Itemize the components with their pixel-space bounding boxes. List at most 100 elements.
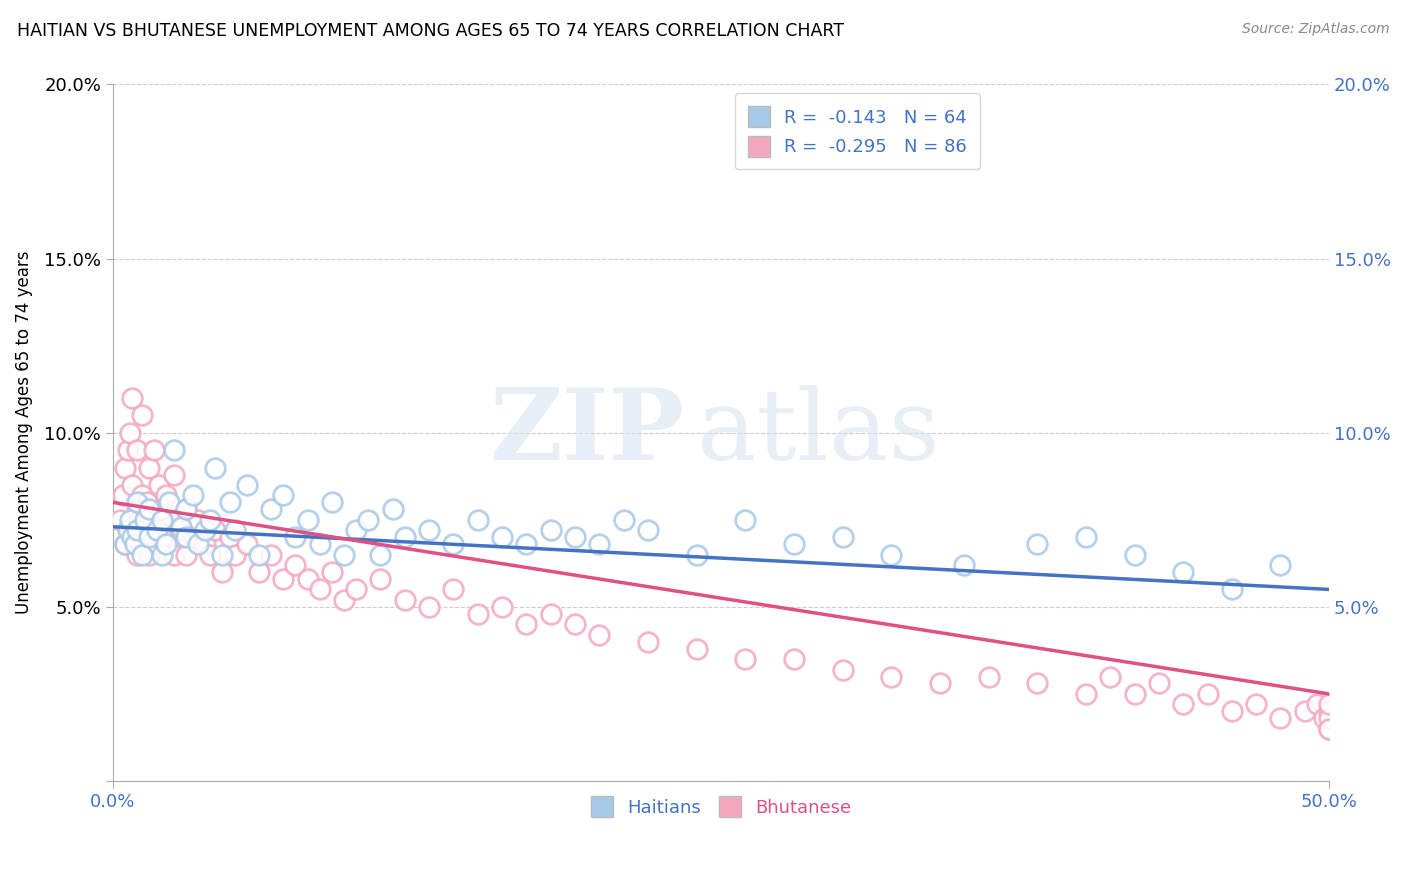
- Text: HAITIAN VS BHUTANESE UNEMPLOYMENT AMONG AGES 65 TO 74 YEARS CORRELATION CHART: HAITIAN VS BHUTANESE UNEMPLOYMENT AMONG …: [17, 22, 844, 40]
- Point: [467, 607, 489, 621]
- Point: [588, 628, 610, 642]
- Point: [174, 502, 197, 516]
- Point: [200, 548, 222, 562]
- Point: [321, 495, 343, 509]
- Point: [831, 530, 853, 544]
- Point: [150, 530, 173, 544]
- Point: [194, 537, 217, 551]
- Point: [1173, 565, 1195, 579]
- Point: [1270, 558, 1292, 572]
- Point: [127, 523, 149, 537]
- Point: [117, 443, 139, 458]
- Point: [1317, 722, 1340, 736]
- Point: [121, 478, 143, 492]
- Point: [783, 537, 806, 551]
- Point: [134, 530, 156, 544]
- Point: [260, 502, 283, 516]
- Point: [211, 548, 233, 562]
- Point: [187, 513, 209, 527]
- Point: [1244, 698, 1267, 712]
- Point: [200, 513, 222, 527]
- Point: [224, 548, 246, 562]
- Point: [394, 593, 416, 607]
- Point: [381, 502, 404, 516]
- Point: [131, 488, 153, 502]
- Point: [204, 523, 226, 537]
- Point: [111, 488, 134, 502]
- Point: [686, 641, 709, 656]
- Point: [194, 523, 217, 537]
- Point: [127, 502, 149, 516]
- Point: [1147, 676, 1170, 690]
- Point: [271, 488, 294, 502]
- Point: [734, 652, 756, 666]
- Point: [929, 676, 952, 690]
- Point: [124, 537, 146, 551]
- Point: [127, 495, 149, 509]
- Point: [157, 495, 180, 509]
- Point: [1313, 711, 1336, 725]
- Point: [138, 530, 160, 544]
- Point: [783, 652, 806, 666]
- Point: [1306, 698, 1329, 712]
- Point: [114, 460, 136, 475]
- Point: [977, 669, 1000, 683]
- Point: [515, 617, 537, 632]
- Point: [321, 565, 343, 579]
- Point: [1197, 687, 1219, 701]
- Point: [297, 513, 319, 527]
- Point: [131, 409, 153, 423]
- Y-axis label: Unemployment Among Ages 65 to 74 years: Unemployment Among Ages 65 to 74 years: [15, 251, 32, 615]
- Point: [880, 548, 903, 562]
- Point: [344, 523, 367, 537]
- Point: [1317, 698, 1340, 712]
- Point: [110, 513, 132, 527]
- Text: Source: ZipAtlas.com: Source: ZipAtlas.com: [1241, 22, 1389, 37]
- Point: [124, 530, 146, 544]
- Point: [284, 530, 307, 544]
- Point: [297, 572, 319, 586]
- Point: [686, 548, 709, 562]
- Point: [218, 495, 240, 509]
- Point: [1074, 530, 1097, 544]
- Point: [1317, 711, 1340, 725]
- Point: [211, 565, 233, 579]
- Point: [613, 513, 636, 527]
- Point: [1026, 537, 1049, 551]
- Point: [150, 513, 173, 527]
- Point: [637, 523, 659, 537]
- Point: [114, 537, 136, 551]
- Point: [141, 513, 163, 527]
- Point: [138, 502, 160, 516]
- Point: [187, 537, 209, 551]
- Point: [564, 617, 586, 632]
- Point: [540, 607, 562, 621]
- Point: [163, 443, 186, 458]
- Legend: Haitians, Bhutanese: Haitians, Bhutanese: [583, 789, 858, 824]
- Point: [880, 669, 903, 683]
- Point: [143, 443, 166, 458]
- Point: [467, 513, 489, 527]
- Point: [831, 663, 853, 677]
- Point: [155, 537, 177, 551]
- Point: [181, 530, 204, 544]
- Point: [588, 537, 610, 551]
- Point: [443, 582, 465, 597]
- Point: [953, 558, 976, 572]
- Point: [174, 548, 197, 562]
- Point: [235, 478, 257, 492]
- Point: [1099, 669, 1122, 683]
- Point: [121, 391, 143, 405]
- Point: [118, 513, 141, 527]
- Point: [204, 460, 226, 475]
- Point: [515, 537, 537, 551]
- Point: [174, 530, 197, 544]
- Point: [138, 548, 160, 562]
- Point: [260, 548, 283, 562]
- Point: [145, 537, 167, 551]
- Point: [155, 488, 177, 502]
- Point: [637, 634, 659, 648]
- Point: [134, 513, 156, 527]
- Text: ZIP: ZIP: [489, 384, 685, 481]
- Point: [333, 593, 356, 607]
